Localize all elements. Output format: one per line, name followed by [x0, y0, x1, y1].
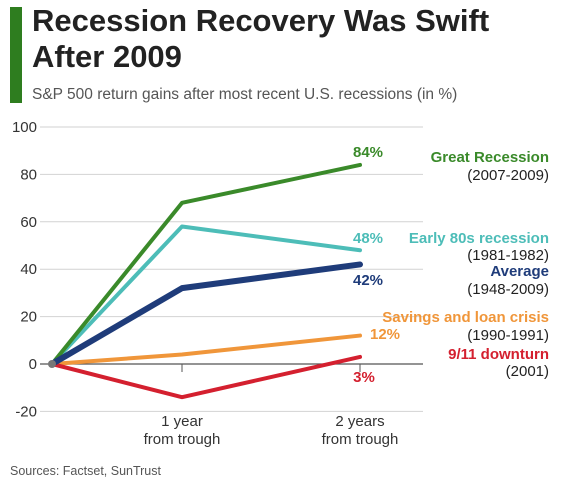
x-tick-label: 2 years from trough	[322, 413, 399, 448]
series-line	[50, 224, 362, 366]
y-axis-tick-labels: 100 80 60 40 20 0 -20	[12, 119, 37, 420]
series-line	[49, 261, 363, 367]
series-period-label: (2001)	[506, 363, 549, 380]
series-period-label: (2007-2009)	[467, 167, 549, 184]
y-tick-label: 0	[29, 356, 37, 373]
series-line	[50, 354, 362, 400]
series-lines	[48, 162, 363, 400]
y-tick-label: 60	[20, 214, 37, 231]
series-name-label: Savings and loan crisis	[382, 309, 549, 326]
x-axis-tick-labels: 1 year from trough 2 years from trough	[144, 364, 399, 448]
series-line	[50, 162, 362, 366]
y-tick-label: 40	[20, 261, 37, 278]
series-name-label: Great Recession	[431, 149, 549, 166]
series-name-label: Average	[490, 263, 549, 280]
title-line-1: Recession Recovery Was Swift	[32, 3, 490, 38]
series-end-value-label: 3%	[353, 369, 375, 386]
chart-title: Recession Recovery Was Swift After 2009	[32, 3, 489, 75]
series-line	[50, 333, 362, 366]
source-note: Sources: Factset, SunTrust	[10, 464, 161, 478]
x-tick-label: 1 year from trough	[144, 413, 221, 448]
y-tick-label: 100	[12, 119, 37, 136]
y-tick-label: -20	[15, 403, 37, 420]
series-end-value-label: 12%	[370, 326, 400, 343]
series-end-value-label: 84%	[353, 144, 383, 161]
series-period-label: (1948-2009)	[467, 281, 549, 298]
series-period-label: (1981-1982)	[467, 247, 549, 264]
title-accent-bar	[10, 7, 22, 103]
y-tick-label: 20	[20, 309, 37, 326]
series-period-label: (1990-1991)	[467, 327, 549, 344]
title-line-2: After 2009	[32, 39, 182, 74]
chart-subtitle: S&P 500 return gains after most recent U…	[32, 86, 458, 103]
series-end-value-label: 42%	[353, 272, 383, 289]
gridlines	[40, 126, 423, 412]
series-end-value-label: 48%	[353, 230, 383, 247]
series-name-label: Early 80s recession	[409, 230, 549, 247]
y-tick-label: 80	[20, 166, 37, 183]
series-name-label: 9/11 downturn	[448, 346, 549, 363]
series-labels: 84% Great Recession(2007-2009) 48% Early 80…	[353, 144, 549, 386]
origin-point	[48, 360, 56, 368]
